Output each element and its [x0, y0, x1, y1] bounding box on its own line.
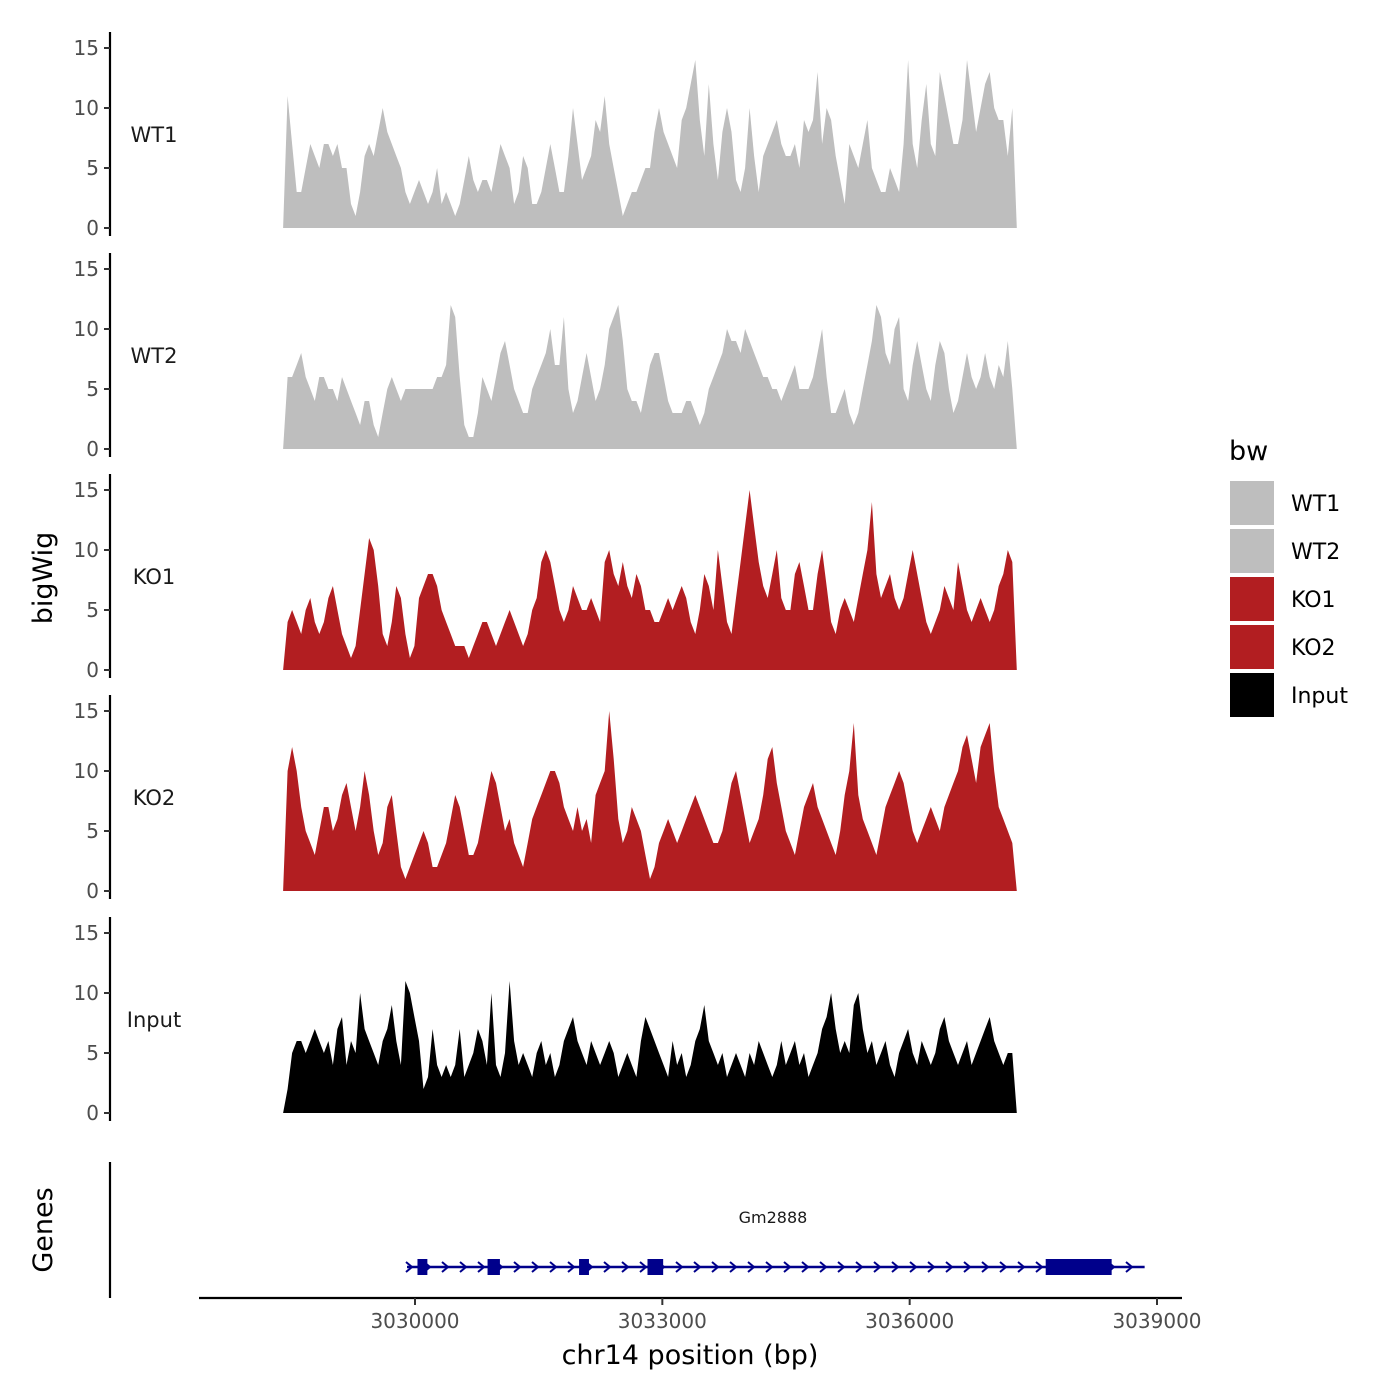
- x-tick-label: 3036000: [865, 1309, 954, 1333]
- exon-2: [487, 1259, 500, 1275]
- exon-3: [579, 1259, 589, 1275]
- strand-arrow: [819, 1261, 828, 1273]
- y-tick-label: 15: [74, 36, 99, 60]
- strand-arrow: [1017, 1261, 1026, 1273]
- legend-swatch-wt1: [1230, 481, 1274, 525]
- strand-arrow: [549, 1261, 558, 1273]
- track-label-ko1: KO1: [133, 565, 176, 589]
- y-tick-label: 0: [86, 437, 99, 461]
- coverage-area-input: [283, 981, 1017, 1113]
- strand-arrow: [1125, 1261, 1134, 1273]
- y-tick-label: 15: [74, 921, 99, 945]
- y-tick-label: 10: [74, 759, 99, 783]
- strand-arrow: [909, 1261, 918, 1273]
- strand-arrow: [801, 1261, 810, 1273]
- y-tick-label: 15: [74, 257, 99, 281]
- legend-label-ko1: KO1: [1291, 588, 1336, 613]
- strand-arrow: [603, 1261, 612, 1273]
- y-tick-label: 15: [74, 478, 99, 502]
- strand-arrow: [999, 1261, 1008, 1273]
- legend: bw WT1 WT2 KO1 KO2 Input: [1229, 436, 1348, 717]
- strand-arrow: [783, 1261, 792, 1273]
- x-tick-label: 3039000: [1112, 1309, 1201, 1333]
- y-axis-title: bigWig: [28, 532, 59, 625]
- y-tick-label: 5: [86, 156, 99, 180]
- legend-swatch-ko2: [1230, 625, 1274, 669]
- strand-arrow: [1035, 1261, 1044, 1273]
- y-tick-label: 10: [74, 538, 99, 562]
- y-tick-label: 5: [86, 377, 99, 401]
- strand-arrow: [963, 1261, 972, 1273]
- strand-arrow: [981, 1261, 990, 1273]
- strand-arrow: [693, 1261, 702, 1273]
- exon-5: [1045, 1259, 1112, 1275]
- track-label-input: Input: [127, 1008, 181, 1032]
- legend-swatch-ko1: [1230, 577, 1274, 621]
- y-tick-label: 5: [86, 819, 99, 843]
- legend-label-ko2: KO2: [1291, 636, 1336, 661]
- strand-arrow: [675, 1261, 684, 1273]
- gene-track: 3030000 3033000 3036000 3039000 Gm2888: [108, 1162, 1202, 1333]
- x-axis-ticks: 3030000 3033000 3036000 3039000: [370, 1298, 1202, 1333]
- x-tick-label: 3030000: [370, 1309, 459, 1333]
- strand-arrow: [567, 1261, 576, 1273]
- legend-title: bw: [1229, 436, 1268, 467]
- strand-arrow: [729, 1261, 738, 1273]
- track-label-wt2: WT2: [131, 344, 178, 368]
- coverage-tracks: 0 5 10 15 WT1 0 5 10 15 WT2 0 5 10 15 KO1 0 5 10 15 KO2 0 5 10…: [74, 32, 1017, 1125]
- y-tick-label: 0: [86, 879, 99, 903]
- track-ko2: 0 5 10 15 KO2: [74, 695, 1017, 903]
- x-tick-label: 3033000: [618, 1309, 707, 1333]
- track-label-wt1: WT1: [131, 123, 178, 147]
- track-wt2: 0 5 10 15 WT2: [74, 253, 1017, 461]
- coverage-area-ko1: [283, 490, 1017, 670]
- y-tick-label: 10: [74, 96, 99, 120]
- y-tick-label: 0: [86, 216, 99, 240]
- legend-swatch-input: [1230, 673, 1274, 717]
- track-ko1: 0 5 10 15 KO1: [74, 474, 1017, 682]
- legend-label-wt1: WT1: [1291, 492, 1340, 517]
- coverage-area-wt1: [283, 60, 1017, 228]
- track-wt1: 0 5 10 15 WT1: [74, 32, 1017, 240]
- track-input: 0 5 10 15 Input: [74, 917, 1017, 1125]
- strand-arrow: [621, 1261, 630, 1273]
- coverage-area-wt2: [283, 305, 1017, 449]
- gene-label: Gm2888: [739, 1208, 808, 1227]
- y-tick-label: 5: [86, 598, 99, 622]
- strand-arrow: [945, 1261, 954, 1273]
- legend-label-wt2: WT2: [1291, 540, 1340, 565]
- strand-arrow: [513, 1261, 522, 1273]
- strand-arrow: [837, 1261, 846, 1273]
- y-tick-label: 10: [74, 317, 99, 341]
- y-tick-label: 0: [86, 658, 99, 682]
- strand-arrow: [441, 1261, 450, 1273]
- strand-arrow: [459, 1261, 468, 1273]
- x-axis-title: chr14 position (bp): [562, 1340, 819, 1371]
- exon-4: [647, 1259, 664, 1275]
- y-tick-label: 10: [74, 981, 99, 1005]
- strand-arrow: [765, 1261, 774, 1273]
- genes-axis-title: Genes: [28, 1187, 59, 1272]
- exon-1: [417, 1259, 428, 1275]
- legend-label-input: Input: [1291, 684, 1348, 709]
- legend-swatch-wt2: [1230, 529, 1274, 573]
- strand-arrow: [711, 1261, 720, 1273]
- strand-arrow: [927, 1261, 936, 1273]
- strand-arrow: [891, 1261, 900, 1273]
- y-tick-label: 15: [74, 699, 99, 723]
- y-tick-label: 5: [86, 1041, 99, 1065]
- gene-model-gm2888: [405, 1259, 1145, 1275]
- coverage-area-ko2: [283, 711, 1017, 891]
- legend-items: WT1 WT2 KO1 KO2 Input: [1230, 481, 1348, 717]
- strand-arrow: [531, 1261, 540, 1273]
- strand-arrow: [639, 1261, 648, 1273]
- strand-arrow: [747, 1261, 756, 1273]
- track-label-ko2: KO2: [133, 786, 176, 810]
- strand-arrow: [405, 1261, 414, 1273]
- y-tick-label: 0: [86, 1101, 99, 1125]
- strand-arrow: [873, 1261, 882, 1273]
- strand-arrow: [855, 1261, 864, 1273]
- strand-arrow: [477, 1261, 486, 1273]
